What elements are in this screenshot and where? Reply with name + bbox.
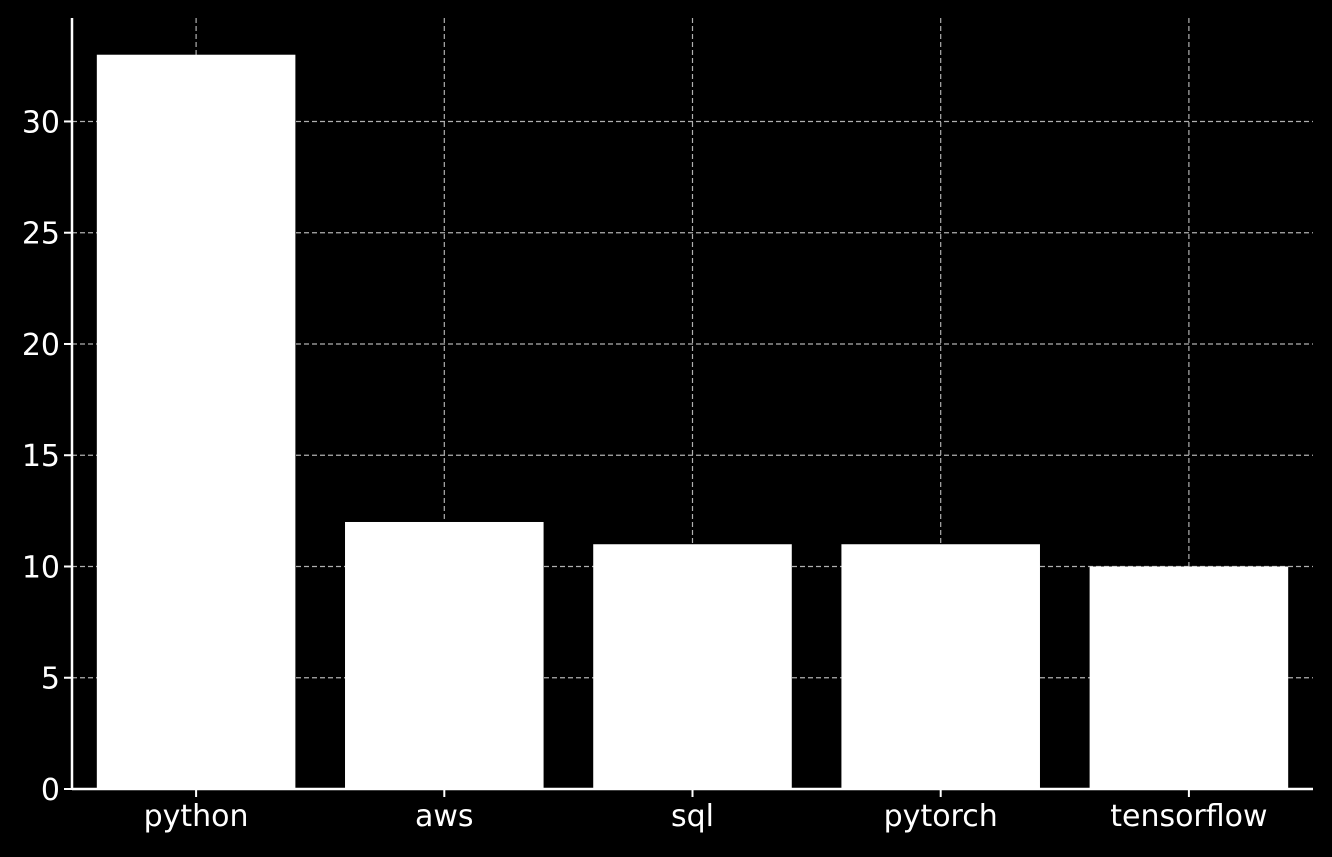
- y-tick-label: 30: [22, 105, 60, 140]
- x-tick-label-tensorflow: tensorflow: [1110, 799, 1267, 834]
- tick-labels: 0 5 10 15 20 25 30 python aws sql pytorch tensorflo…: [22, 105, 1268, 834]
- x-tick-label-aws: aws: [415, 799, 474, 834]
- bar-pytorch: [841, 544, 1040, 789]
- y-tick-label: 5: [41, 662, 60, 697]
- bar-tensorflow: [1089, 566, 1289, 789]
- bars: [96, 54, 1289, 789]
- y-tick-label: 15: [22, 439, 60, 474]
- axes: [64, 18, 1313, 797]
- y-tick-label: 20: [22, 328, 60, 363]
- bar-python: [96, 54, 296, 789]
- bar-aws: [345, 521, 544, 789]
- bar-sql: [593, 544, 792, 789]
- y-tick-label: 10: [22, 550, 60, 585]
- y-tick-label: 25: [22, 217, 60, 252]
- x-tick-label-python: python: [144, 799, 249, 834]
- x-tick-label-sql: sql: [671, 799, 714, 834]
- y-tick-label: 0: [41, 773, 60, 808]
- x-tick-label-pytorch: pytorch: [884, 799, 998, 834]
